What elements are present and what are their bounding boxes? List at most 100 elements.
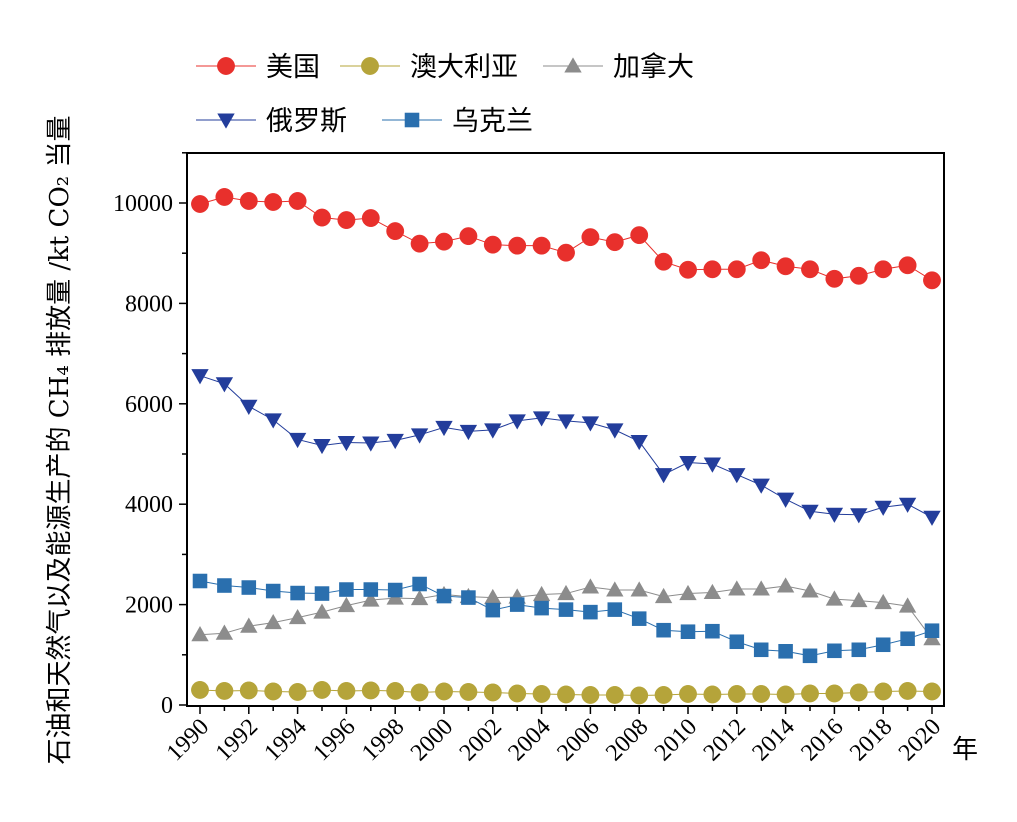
data-point: [874, 593, 892, 610]
data-point: [898, 597, 917, 613]
data-point: [605, 233, 624, 252]
x-tick-label: 2014: [748, 714, 800, 766]
x-tick-label: 2016: [796, 714, 848, 766]
legend-entry: 俄罗斯: [196, 106, 347, 137]
data-point: [825, 269, 844, 288]
data-point: [849, 266, 868, 285]
data-point: [752, 251, 771, 270]
x-tick-label: 2010: [650, 714, 702, 766]
legend-entry: 澳大利亚: [340, 52, 518, 83]
data-point: [802, 648, 818, 664]
series-line: [199, 196, 933, 281]
data-point: [923, 682, 941, 701]
data-point: [581, 228, 600, 247]
data-point: [191, 369, 209, 385]
x-tick-label: 1996: [308, 714, 360, 766]
data-point: [727, 685, 746, 703]
data-point: [703, 457, 722, 473]
data-point: [362, 436, 380, 452]
data-point: [825, 507, 844, 523]
data-point: [240, 617, 258, 633]
data-point: [923, 510, 941, 526]
data-point: [339, 582, 354, 597]
x-tick-label: 2012: [699, 714, 751, 766]
data-point: [361, 209, 380, 227]
data-point: [851, 642, 867, 658]
data-point: [461, 590, 476, 605]
legend-marker: [217, 113, 235, 129]
data-point: [313, 603, 331, 619]
data-point: [288, 432, 307, 449]
data-point: [924, 623, 940, 638]
data-point: [386, 222, 405, 241]
data-point: [606, 581, 624, 597]
series-乌克兰: [192, 573, 940, 664]
data-point: [654, 587, 673, 604]
data-point: [900, 631, 915, 647]
data-point: [728, 468, 746, 484]
data-point: [532, 685, 551, 703]
y-tick-label: 0: [161, 693, 173, 719]
data-point: [752, 580, 770, 596]
data-point: [264, 682, 283, 701]
data-point: [898, 682, 917, 700]
data-point: [679, 260, 697, 279]
y-tick-label: 10000: [113, 191, 173, 217]
x-tick-label: 2020: [894, 714, 946, 766]
legend-marker: [361, 57, 379, 75]
data-point: [776, 685, 795, 704]
data-point: [435, 232, 453, 251]
data-point: [508, 236, 527, 255]
x-tick-label: 2018: [845, 714, 897, 766]
data-point: [753, 642, 769, 658]
legend-label: 加拿大: [613, 52, 694, 83]
data-point: [679, 685, 697, 703]
data-point: [387, 582, 403, 598]
x-tick-label: 2006: [552, 714, 604, 766]
data-point: [607, 602, 623, 617]
data-point: [215, 682, 234, 700]
data-point: [412, 576, 427, 592]
data-point: [410, 589, 429, 606]
series-layer: [191, 188, 941, 705]
legend-entry: 乌克兰: [382, 106, 533, 137]
data-point: [362, 591, 380, 607]
data-point: [485, 602, 501, 618]
y-axis-title: 石油和天然气以及能源生产的 CH₄ 排放量 /kt CO₂ 当量: [45, 116, 75, 765]
data-point: [265, 583, 281, 599]
data-point: [459, 683, 478, 701]
data-point: [874, 260, 893, 279]
data-point: [825, 590, 844, 606]
data-point: [705, 623, 720, 639]
data-point: [264, 613, 282, 630]
data-point: [313, 438, 331, 455]
data-point: [239, 681, 258, 700]
data-point: [630, 581, 648, 597]
data-point: [534, 600, 549, 616]
data-point: [630, 686, 649, 705]
data-point: [313, 208, 331, 227]
data-point: [776, 577, 795, 593]
data-point: [874, 682, 893, 701]
data-point: [558, 602, 574, 617]
x-tick-label: 1992: [211, 714, 263, 766]
data-point: [484, 423, 502, 439]
data-point: [703, 260, 722, 279]
data-point: [875, 637, 891, 653]
data-point: [898, 497, 917, 513]
data-point: [752, 685, 771, 703]
data-point: [361, 681, 380, 700]
y-tick-label: 2000: [125, 593, 173, 619]
data-point: [483, 235, 502, 254]
data-point: [483, 683, 502, 702]
data-point: [801, 504, 819, 520]
data-point: [508, 414, 526, 430]
data-point: [850, 591, 868, 608]
data-point: [239, 192, 258, 210]
data-point: [825, 684, 844, 703]
data-point: [606, 423, 624, 439]
data-point: [729, 634, 745, 650]
legend-marker: [404, 112, 420, 128]
y-tick-label: 4000: [125, 492, 173, 518]
data-point: [827, 643, 842, 659]
